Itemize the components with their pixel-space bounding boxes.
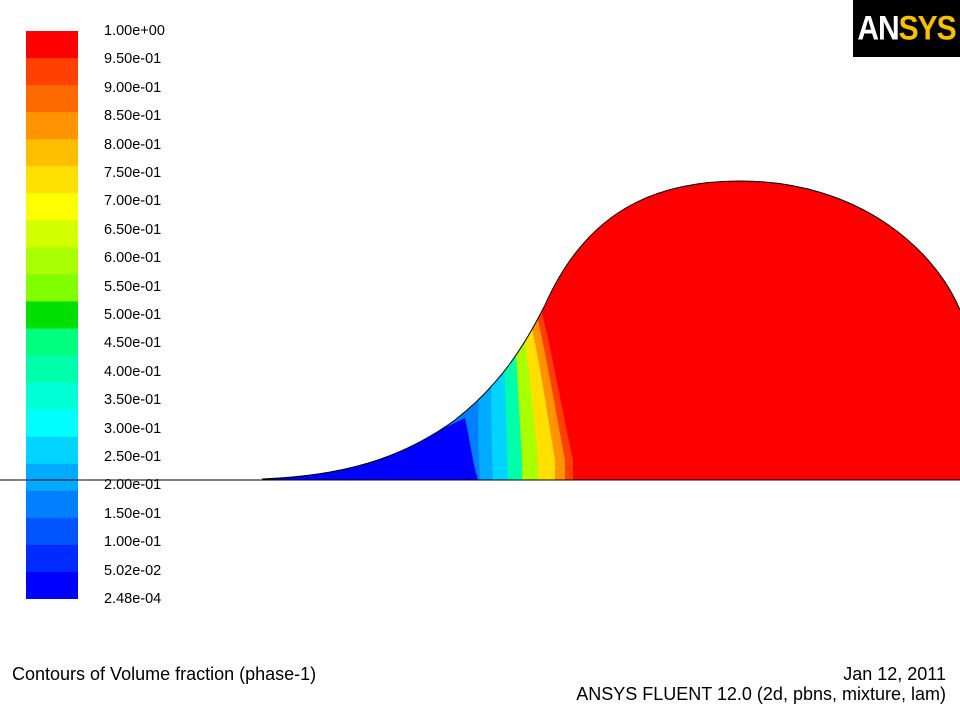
colorbar-band bbox=[26, 544, 78, 573]
colorbar-tick-label: 7.50e-01 bbox=[104, 164, 162, 181]
colorbar-tick-label: 5.50e-01 bbox=[104, 278, 162, 295]
colorbar-band bbox=[26, 382, 78, 411]
colorbar-tick-label: 5.02e-02 bbox=[104, 562, 162, 579]
colorbar-band bbox=[26, 58, 78, 86]
colorbar-tick-label: 6.50e-01 bbox=[104, 221, 162, 238]
droplet-volume-fraction bbox=[262, 181, 960, 480]
plot-title: Contours of Volume fraction (phase-1) bbox=[12, 664, 317, 684]
colorbar-tick-label: 3.00e-01 bbox=[104, 420, 162, 437]
date-label: Jan 12, 2011 bbox=[843, 664, 946, 684]
colorbar-tick-label: 2.50e-01 bbox=[104, 448, 162, 465]
colorbar-tick-label: 2.00e-01 bbox=[104, 477, 162, 494]
colorbar-tick-label: 4.50e-01 bbox=[104, 335, 162, 352]
colorbar-tick-label: 4.00e-01 bbox=[104, 363, 162, 380]
colorbar-band bbox=[26, 31, 78, 59]
colorbar-band bbox=[26, 112, 78, 140]
colorbar-band bbox=[26, 355, 78, 384]
colorbar-band bbox=[26, 247, 78, 275]
colorbar-band bbox=[26, 490, 78, 519]
colorbar-tick-label: 1.00e-01 bbox=[104, 533, 162, 550]
colorbar-tick-label: 8.50e-01 bbox=[104, 107, 162, 124]
colorbar-tick-label: 8.00e-01 bbox=[104, 136, 162, 153]
colorbar-band bbox=[26, 85, 78, 113]
colorbar-band bbox=[26, 571, 78, 599]
colorbar-tick-label: 5.00e-01 bbox=[104, 306, 162, 323]
colorbar-tick-label: 9.50e-01 bbox=[104, 51, 162, 68]
colorbar-band bbox=[26, 328, 78, 357]
colorbar-band bbox=[26, 166, 78, 194]
colorbar-band bbox=[26, 193, 78, 221]
colorbar-band bbox=[26, 220, 78, 248]
colorbar-tick-label: 3.50e-01 bbox=[104, 391, 162, 408]
colorbar-band bbox=[26, 517, 78, 546]
ansys-logo: ANSYS bbox=[853, 0, 960, 57]
colorbar-band bbox=[26, 274, 78, 302]
colorbar-tick-label: 1.00e+00 bbox=[104, 22, 165, 39]
colorbar-tick-label: 2.48e-04 bbox=[104, 590, 162, 607]
colorbar-band bbox=[26, 463, 78, 492]
colorbar-band bbox=[26, 301, 78, 330]
colorbar-tick-label: 7.00e-01 bbox=[104, 193, 162, 210]
gas-region bbox=[262, 418, 478, 480]
colorbar-band bbox=[26, 436, 78, 465]
solver-info: ANSYS FLUENT 12.0 (2d, pbns, mixture, la… bbox=[576, 684, 946, 704]
colorbar-band bbox=[26, 139, 78, 167]
droplet-interface-outline bbox=[261, 180, 960, 480]
colorbar-tick-label: 9.00e-01 bbox=[104, 79, 162, 96]
colorbar-band bbox=[26, 409, 78, 438]
colorbar bbox=[26, 31, 78, 599]
colorbar-tick-label: 1.50e-01 bbox=[104, 505, 162, 522]
colorbar-tick-label: 6.00e-01 bbox=[104, 249, 162, 266]
